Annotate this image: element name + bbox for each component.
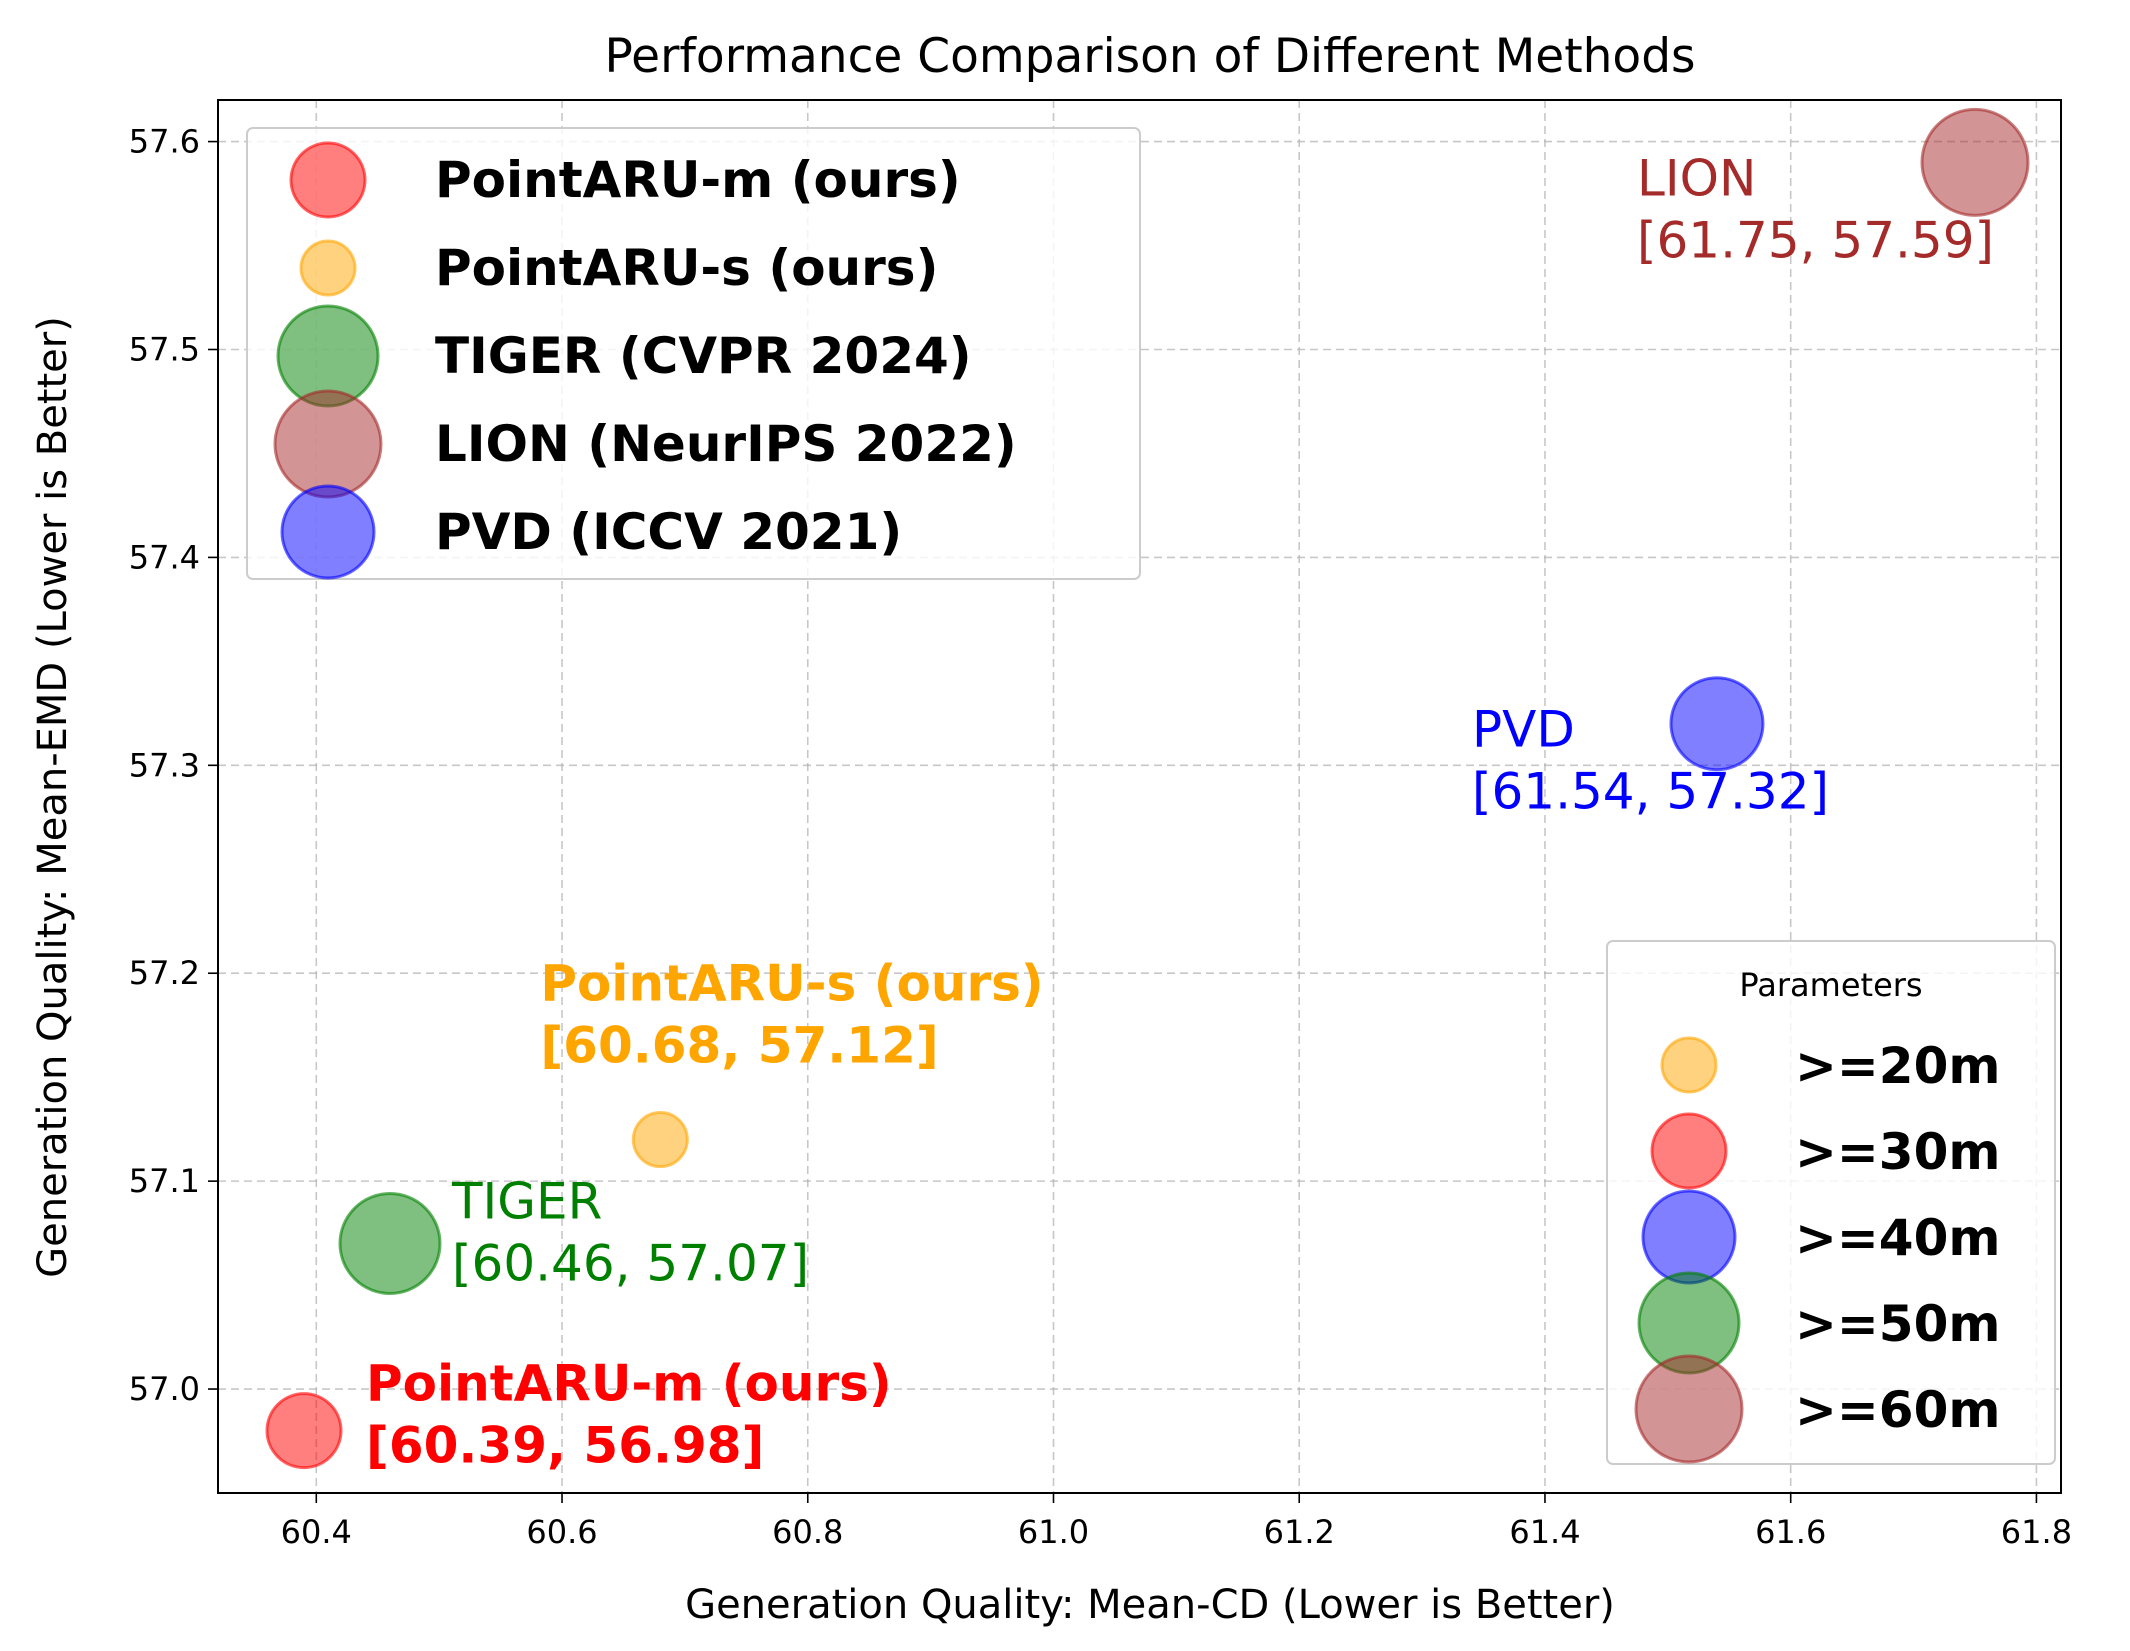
size-legend-marker bbox=[1634, 1354, 1744, 1464]
data-points bbox=[265, 107, 2030, 1470]
legend-marker bbox=[280, 484, 376, 580]
point-annotation-label: LION bbox=[1637, 149, 1756, 207]
point-annotation-coords: [61.75, 57.59] bbox=[1637, 211, 1994, 269]
y-axis-label: Generation Quality: Mean-EMD (Lower is B… bbox=[30, 316, 76, 1278]
y-tick-label: 57.5 bbox=[129, 330, 200, 368]
data-point-pointaru-m-ours bbox=[265, 1392, 343, 1470]
point-annotation-coords: [60.68, 57.12] bbox=[540, 1017, 938, 1075]
parameters-legend-title: Parameters bbox=[1739, 966, 1922, 1004]
point-annotation-label: TIGER bbox=[451, 1173, 602, 1231]
x-tick-label: 60.4 bbox=[281, 1513, 352, 1551]
size-legend-marker bbox=[1660, 1036, 1718, 1094]
plot-frame bbox=[217, 99, 2062, 1494]
size-legend-label: >=20m bbox=[1795, 1037, 2000, 1095]
point-annotation-label: PointARU-m (ours) bbox=[366, 1355, 892, 1413]
size-legend-label: >=50m bbox=[1795, 1295, 2000, 1353]
x-tick-label: 61.8 bbox=[2001, 1513, 2072, 1551]
size-legend-marker bbox=[1650, 1112, 1728, 1190]
legend-marker bbox=[289, 141, 367, 219]
point-annotation-coords: [61.54, 57.32] bbox=[1472, 763, 1829, 821]
legend-entry-label: PVD (ICCV 2021) bbox=[435, 503, 902, 561]
legend-entry-label: PointARU-m (ours) bbox=[435, 151, 961, 209]
method-legend-box bbox=[246, 127, 1141, 580]
x-tick-label: 61.0 bbox=[1018, 1513, 1089, 1551]
data-point-pvd bbox=[1669, 676, 1765, 772]
y-tick-label: 57.4 bbox=[129, 538, 200, 576]
x-tick-label: 60.8 bbox=[772, 1513, 843, 1551]
point-annotation-coords: [60.39, 56.98] bbox=[366, 1417, 764, 1475]
size-legend-label: >=40m bbox=[1795, 1209, 2000, 1267]
chart-title: Performance Comparison of Different Meth… bbox=[604, 29, 1695, 84]
legend-marker bbox=[273, 389, 383, 499]
legend-entry-label: LION (NeurIPS 2022) bbox=[435, 415, 1017, 473]
point-annotations: PointARU-m (ours)[60.39, 56.98]PointARU-… bbox=[366, 149, 1994, 1474]
x-tick-label: 61.4 bbox=[1509, 1513, 1580, 1551]
data-point-tiger bbox=[338, 1192, 442, 1296]
legend-marker bbox=[299, 239, 357, 297]
y-tick-label: 57.2 bbox=[129, 954, 200, 992]
y-tick-label: 57.0 bbox=[129, 1370, 200, 1408]
size-legend-label: >=30m bbox=[1795, 1123, 2000, 1181]
size-legend-marker bbox=[1641, 1189, 1737, 1285]
data-point-pointaru-s-ours bbox=[631, 1111, 689, 1169]
legend-entry-label: PointARU-s (ours) bbox=[435, 239, 938, 297]
x-tick-label: 61.6 bbox=[1755, 1513, 1826, 1551]
y-tick-label: 57.1 bbox=[129, 1162, 200, 1200]
point-annotation-coords: [60.46, 57.07] bbox=[452, 1235, 809, 1293]
y-tick-label: 57.6 bbox=[129, 123, 200, 161]
parameters-legend: Parameters >=20m >=30m >=40m >=50m >=60m bbox=[1606, 940, 2056, 1465]
size-legend-label: >=60m bbox=[1795, 1381, 2000, 1439]
method-legend: PointARU-m (ours) PointARU-s (ours) TIGER … bbox=[246, 127, 1141, 580]
data-point-lion bbox=[1920, 107, 2030, 217]
point-annotation-label: PointARU-s (ours) bbox=[540, 955, 1043, 1013]
x-tick-label: 60.6 bbox=[526, 1513, 597, 1551]
axes: 60.4 60.6 60.8 61.0 61.2 61.4 61.6 61.8 57.0 57.1… bbox=[129, 123, 2072, 1551]
x-tick-label: 61.2 bbox=[1264, 1513, 1335, 1551]
x-axis-label: Generation Quality: Mean-CD (Lower is Be… bbox=[685, 1582, 1615, 1628]
legend-entry-label: TIGER (CVPR 2024) bbox=[435, 327, 972, 385]
y-tick-label: 57.3 bbox=[129, 746, 200, 784]
point-annotation-label: PVD bbox=[1472, 701, 1575, 759]
